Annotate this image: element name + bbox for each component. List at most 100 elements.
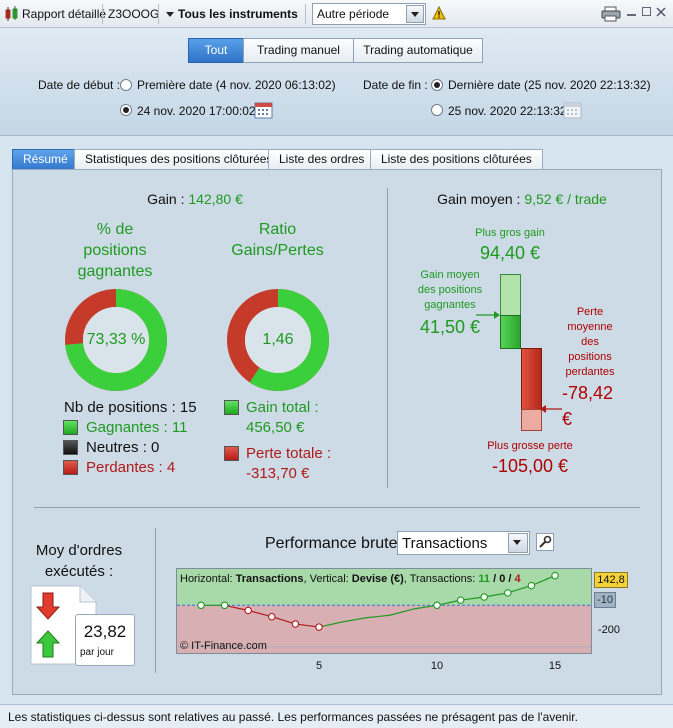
- ratio-donut: [227, 289, 329, 391]
- best-gain-value: 94,40 €: [479, 243, 541, 263]
- close-icon[interactable]: [656, 7, 666, 17]
- instruments-selector[interactable]: Tous les instruments: [178, 7, 298, 21]
- data-point: [527, 581, 536, 590]
- series-segment: [389, 608, 414, 616]
- data-point: [220, 601, 229, 610]
- avg-loss-arrow-icon: [540, 405, 562, 413]
- warning-icon: [432, 6, 446, 20]
- end-last-label[interactable]: Dernière date (25 nov. 2020 22:13:32): [448, 78, 651, 92]
- toolbar: Rapport détaillé Z3OOOG Tous les instrum…: [0, 0, 673, 28]
- performance-chart: Horizontal: Transactions, Vertical: Devi…: [177, 569, 591, 653]
- period-select-value: Autre période: [317, 7, 390, 21]
- segment-all[interactable]: Tout: [188, 38, 244, 63]
- avg-gain-heading: Gain moyen : 9,52 € / trade: [392, 191, 652, 207]
- worst-loss-label: Plus grosse perte: [487, 440, 573, 452]
- chart-copyright: © IT-Finance.com: [180, 640, 267, 652]
- start-first-label[interactable]: Première date (4 nov. 2020 06:13:02): [137, 78, 336, 92]
- total-gain-swatch: [224, 400, 239, 415]
- performance-mode-select[interactable]: Transactions: [397, 531, 530, 555]
- donut-win-arc: [65, 289, 167, 391]
- wrench-icon[interactable]: [536, 533, 554, 551]
- data-point: [315, 623, 323, 631]
- series-segment: [318, 621, 343, 628]
- total-loss-swatch: [224, 446, 239, 461]
- avg-win-bar: [500, 315, 521, 349]
- series-segment: [436, 599, 461, 606]
- account-label[interactable]: Z3OOOG: [108, 7, 160, 21]
- series-segment: [295, 623, 320, 628]
- segment-auto-trading[interactable]: Trading automatique: [353, 38, 483, 63]
- orders-title: Moy d'ordres exécutés :: [35, 542, 123, 580]
- tab-summary[interactable]: Résumé: [12, 149, 79, 170]
- series-segment: [342, 617, 367, 623]
- series-segment: [531, 575, 556, 587]
- performance-mode-arrow[interactable]: [508, 533, 528, 553]
- ratio-value: 1,46: [262, 331, 294, 348]
- calendar-icon-disabled[interactable]: [563, 101, 582, 119]
- donut-center: [245, 307, 311, 373]
- donut-win-arc: [227, 289, 329, 391]
- series-segment: [366, 614, 390, 619]
- avg-loss-unit: €: [562, 409, 573, 429]
- end-last-radio[interactable]: [431, 79, 443, 91]
- total-gain-value: 456,50 €: [246, 419, 305, 436]
- start-first-radio[interactable]: [120, 79, 132, 91]
- bottom-divider: [155, 528, 156, 673]
- series-segment: [460, 596, 485, 601]
- neutral-count: Neutres : 0: [86, 439, 160, 456]
- tab-closed-position-list[interactable]: Liste des positions clôturées: [370, 149, 543, 170]
- series-segment: [484, 592, 508, 598]
- disclaimer-footer: Les statistiques ci-dessus sont relative…: [0, 704, 673, 728]
- ratio-title: Ratio Gains/Pertes: [231, 221, 324, 259]
- calendar-icon[interactable]: [254, 101, 273, 119]
- data-point: [456, 596, 465, 604]
- end-custom-date[interactable]: 25 nov. 2020 22:13:32: [448, 104, 567, 118]
- losers-count: Perdantes : 4: [86, 459, 176, 476]
- winners-swatch: [63, 420, 78, 435]
- chart-legend: Horizontal: Transactions, Vertical: Devi…: [180, 573, 521, 585]
- y-tag-mean: -10: [594, 592, 616, 608]
- total-loss-value: -313,70 €: [246, 465, 310, 482]
- end-custom-radio[interactable]: [431, 104, 443, 116]
- x-tick-label: 10: [430, 660, 444, 672]
- instruments-dropdown-icon[interactable]: [166, 12, 174, 17]
- print-icon[interactable]: [601, 6, 621, 22]
- y-tick-label: -200: [598, 624, 621, 636]
- best-gain-label: Plus gros gain: [475, 227, 545, 239]
- maximize-icon[interactable]: [642, 7, 651, 16]
- avg-loss-label: Perte moyenne des positions perdantes: [565, 306, 615, 378]
- segment-manual-trading[interactable]: Trading manuel: [243, 38, 354, 63]
- winning-pct-title: % de positions gagnantes: [77, 221, 153, 280]
- gain-heading: Gain : 142,80 €: [40, 191, 350, 207]
- end-date-label: Date de fin :: [363, 78, 428, 92]
- period-select[interactable]: Autre période: [312, 3, 426, 25]
- series-segment: [248, 609, 272, 618]
- minimize-icon[interactable]: [627, 14, 636, 16]
- start-custom-radio[interactable]: [120, 104, 132, 116]
- x-tick-label: 15: [548, 660, 562, 672]
- avg-loss-bar: [521, 348, 542, 410]
- donut-center: [83, 307, 149, 373]
- series-segment: [507, 585, 532, 594]
- positions-count: Nb de positions : 15: [64, 399, 197, 416]
- section-divider: [387, 188, 388, 488]
- candlestick-icon: [5, 6, 18, 21]
- total-loss-label: Perte totale :: [246, 445, 332, 462]
- orders-value-box: [75, 614, 135, 666]
- performance-title: Performance brute: [265, 535, 398, 552]
- neutral-swatch: [63, 440, 78, 455]
- avg-win-label: Gain moyen des positions gagnantes: [417, 269, 483, 311]
- start-custom-date[interactable]: 24 nov. 2020 17:00:02: [137, 104, 256, 118]
- best-gain-bar: [500, 274, 521, 316]
- y-tag-current: 142,8: [594, 572, 628, 588]
- data-point: [504, 589, 512, 597]
- gain-label: Gain :: [147, 191, 189, 207]
- period-dropdown-arrow[interactable]: [406, 5, 424, 23]
- tab-order-list[interactable]: Liste des ordres: [268, 149, 376, 170]
- tab-closed-position-stats[interactable]: Statistiques des positions clôturées: [74, 149, 284, 170]
- detailed-report-label[interactable]: Rapport détaillé: [22, 7, 107, 21]
- winning-pct-value: 73,33 %: [86, 331, 146, 348]
- data-point: [244, 606, 252, 615]
- data-point: [433, 601, 441, 610]
- avg-win-value: 41,50 €: [419, 317, 481, 337]
